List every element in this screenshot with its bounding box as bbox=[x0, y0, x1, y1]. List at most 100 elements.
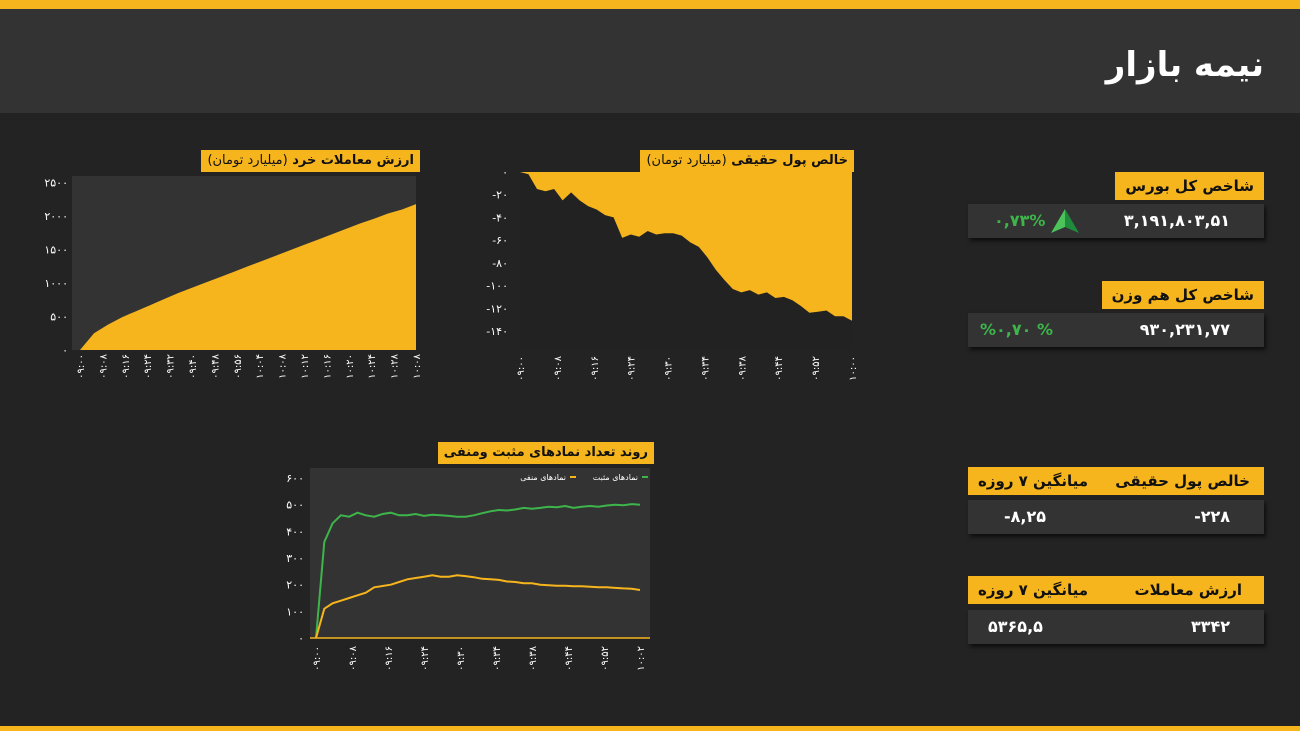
y-tick-label: ۱۰۰ bbox=[286, 605, 304, 618]
trade-value-kpi-header: ارزش معاملات میانگین ۷ روزه bbox=[968, 576, 1264, 604]
symbols-trend-chart-title: روند تعداد نمادهای مثبت ومنفی bbox=[437, 442, 654, 464]
y-tick-label: ۴۰۰ bbox=[286, 525, 304, 538]
x-tick-label: ۰۹:۲۴ bbox=[627, 356, 638, 381]
net-money-area bbox=[520, 172, 852, 348]
retail-trade-unit: (میلیارد تومان) bbox=[207, 153, 288, 168]
x-tick-label: ۱۰:۰۸ bbox=[278, 353, 289, 378]
x-tick-label: ۰۹:۲۴ bbox=[143, 354, 154, 379]
y-tick-label: -۱۴۰ bbox=[486, 325, 508, 338]
legend-label-positive: نمادهای مثبت bbox=[593, 473, 638, 482]
legend-label-negative: نمادهای منفی bbox=[520, 473, 566, 482]
x-tick-label: ۱۰:۰۲ bbox=[636, 646, 647, 671]
net-money-kpi-avg-value: -۸,۲۵ bbox=[1004, 507, 1047, 526]
y-tick-label: ۵۰۰ bbox=[286, 499, 304, 512]
y-tick-label: -۱۰۰ bbox=[486, 280, 508, 293]
x-tick-label: ۰۹:۴۴ bbox=[564, 646, 575, 671]
x-tick-label: ۰۹:۳۴ bbox=[492, 646, 503, 671]
equal-weight-index-value: ۹۳۰,۲۳۱,۷۷ bbox=[1139, 320, 1230, 339]
y-tick-label: ۰ bbox=[62, 344, 68, 357]
y-tick-label: -۴۰ bbox=[492, 211, 508, 224]
y-tick-label: ۱۵۰۰ bbox=[44, 244, 68, 257]
y-tick-label: -۸۰ bbox=[492, 257, 508, 270]
trade-value-kpi-label: ارزش معاملات bbox=[1134, 581, 1242, 599]
x-tick-label: ۰۹:۴۸ bbox=[210, 353, 221, 378]
y-tick-label: -۱۲۰ bbox=[486, 302, 508, 315]
x-tick-label: ۱۰:۱۶ bbox=[322, 354, 333, 379]
total-index-box: ۳,۱۹۱,۸۰۳,۵۱ ۰,۷۳% bbox=[968, 204, 1264, 238]
page-title: نیمه بازار bbox=[1105, 45, 1264, 85]
retail-trade-area bbox=[80, 204, 416, 350]
x-tick-label: ۰۹:۳۸ bbox=[737, 355, 748, 380]
retail-trade-chart: ۰ ۵۰۰ ۱۰۰۰ ۱۵۰۰ ۲۰۰۰ ۲۵۰۰ ۰۹:۰۰ ۰۹:۰۸ ۰۹:۱۶ ۰۹:۲۴… bbox=[44, 176, 423, 379]
top-accent-bar bbox=[0, 0, 1300, 9]
x-tick-label: ۱۰:۲۰ bbox=[345, 354, 356, 379]
y-tick-label: ۰ bbox=[298, 632, 304, 645]
net-money-chart-title: خالص پول حقیقی (میلیارد تومان) bbox=[640, 150, 854, 172]
net-money-chart: ۰ -۲۰ -۴۰ -۶۰ -۸۰ -۱۰۰ -۱۲۰ -۱۴۰ ۰۹:۰۰ ۰۹:۰۸ ۰۹:۱۶… bbox=[486, 168, 859, 381]
x-tick-label: ۰۹:۵۲ bbox=[600, 646, 611, 671]
x-tick-label: ۱۰:۲۸ bbox=[390, 353, 401, 378]
net-money-kpi-value: -۲۲۸ bbox=[1194, 507, 1230, 526]
y-tick-label: ۵۰۰ bbox=[50, 311, 68, 324]
x-tick-label: ۰۹:۱۶ bbox=[384, 646, 395, 671]
y-tick-label: ۶۰۰ bbox=[286, 472, 304, 485]
x-tick-label: ۰۹:۰۸ bbox=[553, 355, 564, 380]
trade-value-kpi-box: ۳۳۴۲ ۵۳۶۵,۵ bbox=[968, 610, 1264, 644]
x-tick-label: ۱۰:۰۴ bbox=[255, 354, 266, 379]
x-tick-label: ۰۹:۰۰ bbox=[516, 356, 527, 381]
total-index-change: ۰,۷۳% bbox=[994, 211, 1046, 230]
x-tick-label: ۰۹:۱۶ bbox=[121, 354, 132, 379]
x-tick-label: ۱۰:۰۰ bbox=[848, 356, 859, 381]
y-tick-label: -۲۰ bbox=[492, 189, 508, 202]
bottom-accent-bar bbox=[0, 726, 1300, 731]
net-money-kpi-avg-label: میانگین ۷ روزه bbox=[978, 472, 1089, 490]
series-line-1 bbox=[315, 503, 641, 639]
equal-weight-index-change: %۰,۷۰ % bbox=[980, 320, 1054, 339]
retail-trade-title-text: ارزش معاملات خرد bbox=[292, 153, 414, 168]
net-money-kpi-label: خالص پول حقیقی bbox=[1115, 472, 1250, 490]
series-line-2 bbox=[315, 574, 641, 639]
y-tick-label: ۲۰۰۰ bbox=[44, 210, 68, 223]
header: نیمه بازار bbox=[0, 9, 1300, 113]
y-tick-label: ۲۰۰ bbox=[286, 579, 304, 592]
x-tick-label: ۰۹:۲۴ bbox=[420, 646, 431, 671]
x-tick-label: ۱۰:۰۸ bbox=[412, 353, 423, 378]
retail-trade-chart-title: ارزش معاملات خرد (میلیارد تومان) bbox=[201, 150, 420, 172]
trade-value-kpi-value: ۳۳۴۲ bbox=[1190, 617, 1230, 636]
x-tick-label: ۱۰:۱۲ bbox=[300, 354, 311, 379]
trade-value-kpi-avg-value: ۵۳۶۵,۵ bbox=[988, 617, 1043, 636]
net-money-title-text: خالص پول حقیقی bbox=[731, 153, 848, 168]
y-tick-label: ۰ bbox=[502, 168, 508, 179]
y-tick-label: ۲۵۰۰ bbox=[44, 177, 68, 190]
x-tick-label: ۰۹:۳۰ bbox=[456, 646, 467, 671]
x-tick-label: ۰۹:۵۲ bbox=[811, 356, 822, 381]
up-arrow-icon bbox=[1051, 209, 1079, 233]
trade-value-kpi-avg-label: میانگین ۷ روزه bbox=[978, 581, 1089, 599]
x-tick-label: ۰۹:۴۴ bbox=[774, 356, 785, 381]
x-tick-label: ۰۹:۵۶ bbox=[233, 354, 244, 379]
net-money-unit: (میلیارد تومان) bbox=[646, 153, 727, 168]
symbols-trend-chart: ۰ ۱۰۰ ۲۰۰ ۳۰۰ ۴۰۰ ۵۰۰ ۶۰۰ ۰۹:۰۰ ۰۹:۰۸ ۰۹:۱۶ ۰۹:۲۴ ۰… bbox=[286, 468, 650, 671]
net-money-kpi-box: -۲۲۸ -۸,۲۵ bbox=[968, 500, 1264, 534]
symbols-trend-title-text: روند تعداد نمادهای مثبت ومنفی bbox=[443, 445, 648, 460]
x-tick-label: ۰۹:۰۰ bbox=[312, 646, 323, 671]
total-index-label: شاخص کل بورس bbox=[1115, 172, 1264, 200]
equal-weight-index-box: ۹۳۰,۲۳۱,۷۷ %۰,۷۰ % bbox=[968, 313, 1264, 347]
x-tick-label: ۰۹:۱۶ bbox=[590, 356, 601, 381]
y-tick-label: ۳۰۰ bbox=[286, 552, 304, 565]
x-tick-label: ۱۰:۲۴ bbox=[367, 354, 378, 379]
x-tick-label: ۰۹:۰۸ bbox=[98, 353, 109, 378]
x-tick-label: ۰۹:۰۸ bbox=[348, 645, 359, 670]
net-money-kpi-header: خالص پول حقیقی میانگین ۷ روزه bbox=[968, 467, 1264, 495]
x-tick-label: ۰۹:۳۰ bbox=[664, 356, 675, 381]
total-index-value: ۳,۱۹۱,۸۰۳,۵۱ bbox=[1123, 211, 1230, 230]
symbols-plot-bg bbox=[310, 468, 650, 638]
x-tick-label: ۰۹:۰۰ bbox=[76, 354, 87, 379]
y-tick-label: -۶۰ bbox=[492, 234, 508, 247]
x-tick-label: ۰۹:۳۲ bbox=[166, 354, 177, 379]
y-tick-label: ۱۰۰۰ bbox=[44, 277, 68, 290]
equal-weight-index-label: شاخص کل هم وزن bbox=[1101, 281, 1264, 309]
x-tick-label: ۰۹:۳۸ bbox=[528, 645, 539, 670]
x-tick-label: ۰۹:۴۰ bbox=[188, 354, 199, 379]
x-tick-label: ۰۹:۳۴ bbox=[700, 356, 711, 381]
